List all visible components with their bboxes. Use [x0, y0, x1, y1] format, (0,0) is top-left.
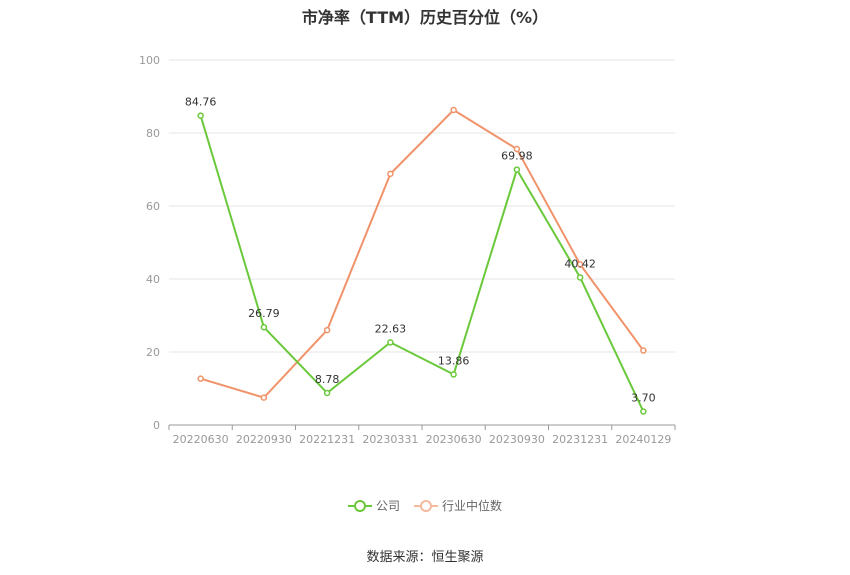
legend-label-industry-median: 行业中位数 — [442, 499, 503, 513]
legend-item-industry-median[interactable]: 行业中位数 — [414, 497, 502, 514]
data-point-1 — [513, 145, 521, 153]
data-label: 8.78 — [315, 373, 340, 386]
legend-swatch-industry-median — [414, 499, 438, 513]
data-point-1 — [197, 375, 204, 382]
data-label: 26.79 — [248, 307, 280, 320]
data-label: 22.63 — [375, 322, 407, 335]
series-line-1 — [200, 109, 645, 399]
series-layer — [197, 106, 647, 415]
legend-swatch-company — [347, 499, 372, 513]
data-label: 40.42 — [564, 257, 596, 270]
data-point-1 — [640, 347, 647, 354]
data-source: 数据来源：恒生聚源 — [366, 550, 484, 565]
grid-layer — [169, 59, 675, 353]
y-tick-label: 0 — [153, 419, 160, 432]
x-tick-label: 20230630 — [426, 433, 482, 446]
data-point-1 — [387, 170, 394, 178]
data-label: 84.76 — [185, 96, 217, 109]
chart-title: 市净率（TTM）历史百分位（%） — [301, 8, 549, 27]
data-point-0 — [450, 371, 457, 378]
data-label-layer: 84.76 26.79 8.78 22.63 13.86 69.98 40.42 3.70 — [185, 96, 656, 405]
legend-item-company[interactable]: 公司 — [347, 497, 400, 514]
data-point-0 — [260, 323, 268, 331]
data-point-0 — [576, 274, 584, 281]
y-tick-label: 40 — [146, 273, 160, 286]
x-tick-label: 20221231 — [299, 433, 355, 446]
data-point-1 — [323, 326, 331, 334]
data-label: 3.70 — [631, 391, 656, 404]
legend: 公司 行业中位数 — [0, 497, 850, 514]
y-tick-label: 100 — [139, 54, 160, 67]
data-label: 13.86 — [438, 354, 470, 367]
data-point-1 — [260, 394, 268, 401]
x-tick-label: 20230331 — [362, 433, 418, 446]
legend-label-company: 公司 — [375, 499, 400, 513]
line-chart: 0 20 40 60 80 100 20220630 20220930 20221231 2023… — [139, 54, 676, 446]
data-point-1 — [450, 106, 457, 114]
series-line-0 — [199, 115, 645, 412]
x-tick-label: 20240129 — [615, 433, 671, 446]
axis-layer: 0 20 40 60 80 100 20220630 20220930 20221231 2023… — [139, 54, 676, 446]
x-tick-label: 20230930 — [489, 433, 545, 446]
x-tick-label: 20231231 — [552, 433, 608, 446]
data-point-0 — [387, 339, 394, 346]
data-point-1 — [576, 261, 584, 268]
x-tick-label: 20220630 — [173, 433, 229, 446]
y-tick-label: 20 — [146, 346, 160, 359]
data-point-0 — [323, 389, 331, 397]
data-label: 69.98 — [501, 150, 533, 163]
y-tick-label: 80 — [146, 127, 160, 140]
data-point-0 — [513, 166, 521, 173]
y-tick-label: 60 — [146, 200, 160, 213]
data-point-0 — [640, 408, 647, 415]
data-point-0 — [197, 112, 204, 119]
x-tick-label: 20220930 — [236, 433, 292, 446]
